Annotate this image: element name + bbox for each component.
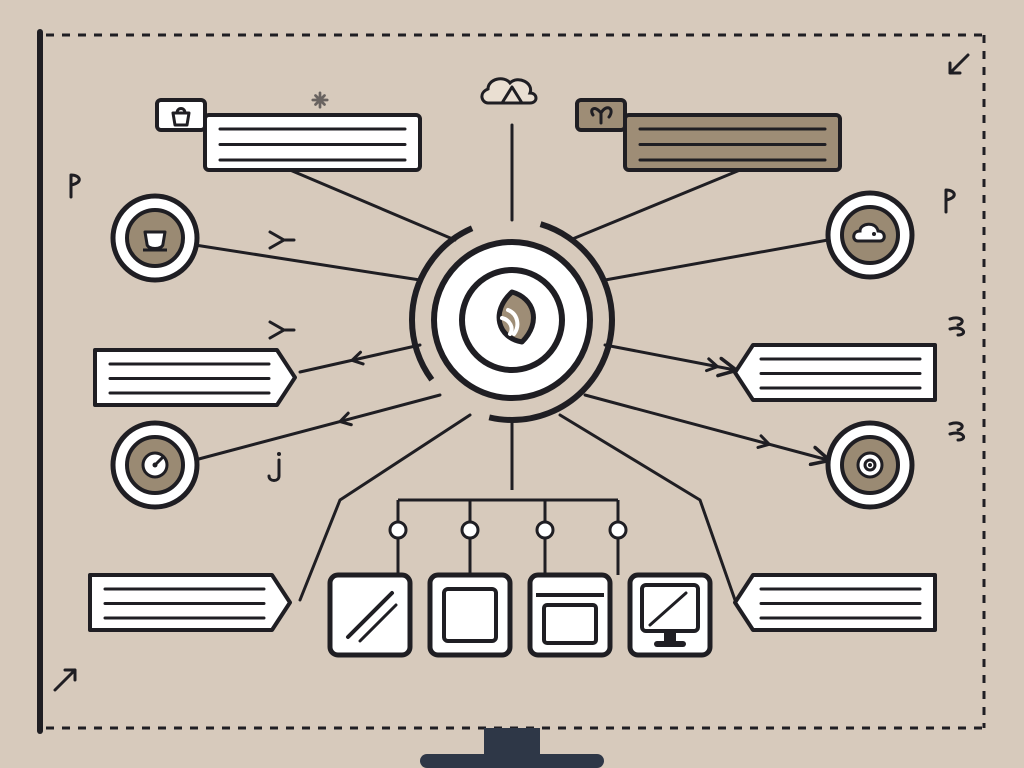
- banner-right-mid: [735, 345, 935, 400]
- banner-left-mid: [95, 350, 295, 405]
- screen-0: [330, 575, 410, 655]
- circle-top-right: [828, 193, 912, 277]
- screen-3: [630, 575, 710, 655]
- banner-right-bottom: [735, 575, 935, 630]
- screen-1: [430, 575, 510, 655]
- circle-bottom-right: [828, 423, 912, 507]
- circle-top-left: [113, 196, 197, 280]
- cloud-triangle-icon: [482, 79, 536, 103]
- diagram-canvas: [0, 0, 1024, 768]
- circle-bottom-left: [113, 423, 197, 507]
- screen-2: [530, 575, 610, 655]
- mark-sparkle: [313, 93, 327, 107]
- gauge-icon: [143, 453, 167, 477]
- target-icon: [858, 453, 882, 477]
- banner-left-bottom: [90, 575, 290, 630]
- leaf-icon: [499, 292, 533, 342]
